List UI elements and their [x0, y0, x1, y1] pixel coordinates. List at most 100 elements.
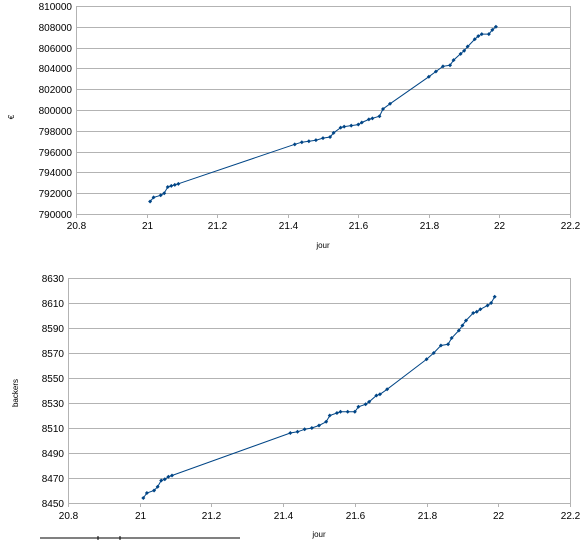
data-point: [166, 474, 171, 479]
data-point: [306, 139, 311, 144]
data-point: [374, 393, 379, 398]
data-point: [492, 294, 497, 299]
data-point: [334, 411, 339, 415]
data-point: [169, 183, 174, 188]
x-tick-label: 21.6: [349, 221, 369, 232]
data-point: [458, 51, 463, 56]
y-tick-label: 796000: [39, 148, 73, 159]
data-point: [370, 116, 375, 121]
data-point: [366, 117, 371, 122]
data-point: [338, 125, 343, 130]
data-point: [438, 343, 443, 348]
x-tick-label: 22: [494, 221, 506, 232]
data-point: [493, 24, 498, 29]
data-point: [356, 404, 361, 409]
data-point: [324, 419, 329, 424]
data-point: [464, 318, 469, 323]
data-point: [169, 473, 174, 478]
data-point: [440, 64, 445, 69]
chart-euros: 790000 792000 794000 796000 798000 800000 8020…: [7, 2, 581, 250]
data-point: [446, 342, 451, 347]
data-point: [462, 48, 467, 53]
data-point: [141, 496, 146, 500]
data-point: [162, 477, 167, 482]
chart-backers: 8450 8470 8490 8510 8530 8550 8570 8590 8610 8630…: [11, 274, 581, 539]
x-tick-label: 21.4: [279, 221, 299, 232]
x-tick-label: 21.2: [202, 511, 222, 522]
x-tick-label: 21: [135, 511, 147, 522]
data-point: [359, 120, 364, 125]
data-point: [472, 37, 477, 42]
data-point: [158, 193, 163, 198]
data-point: [162, 191, 167, 196]
truncated-text-strip: [0, 264, 585, 267]
data-point: [479, 32, 484, 37]
data-point: [313, 138, 318, 143]
data-point: [489, 301, 494, 305]
y-axis-title: €: [7, 114, 16, 119]
data-point: [388, 101, 393, 106]
data-point: [152, 488, 157, 493]
data-point: [155, 484, 160, 489]
data-point: [474, 309, 479, 314]
data-point: [309, 426, 314, 430]
data-point: [345, 409, 350, 414]
data-point: [485, 303, 490, 308]
data-point: [159, 478, 164, 483]
data-point: [433, 69, 438, 74]
data-point: [424, 357, 429, 362]
x-tick-label: 21.2: [208, 221, 228, 232]
data-point: [165, 184, 170, 189]
x-tick-label: 22.2: [561, 221, 581, 232]
data-point: [367, 399, 372, 404]
series-line: [149, 26, 497, 202]
y-axis-title: backers: [11, 379, 20, 407]
data-point: [486, 32, 491, 37]
x-tick-label: 21.8: [420, 221, 440, 232]
y-tick-label: 8570: [42, 349, 65, 360]
data-point: [476, 34, 481, 39]
y-tick-label: 804000: [39, 64, 73, 75]
x-tick-label: 20.8: [59, 511, 79, 522]
data-point: [380, 106, 385, 111]
data-point: [321, 136, 325, 141]
y-tick-label: 790000: [39, 210, 73, 221]
data-point: [460, 323, 465, 328]
y-tick-label: 8510: [42, 424, 65, 435]
data-point: [328, 135, 333, 140]
data-point: [302, 427, 307, 432]
x-tick-label: 20.8: [67, 221, 87, 232]
y-tick-label: 794000: [39, 168, 73, 179]
data-point: [342, 124, 347, 129]
data-point: [451, 58, 456, 63]
data-point: [331, 130, 336, 135]
data-point: [292, 142, 297, 147]
y-tick-label: 8550: [42, 374, 65, 385]
y-tick-label: 798000: [39, 127, 73, 138]
x-tick-label: 21.6: [346, 511, 366, 522]
y-tick-label: 810000: [39, 2, 73, 13]
y-tick-label: 808000: [39, 23, 73, 34]
data-point: [478, 307, 483, 312]
data-point: [471, 311, 476, 315]
x-tick-label: 22.2: [561, 511, 581, 522]
y-tick-label: 8490: [42, 449, 65, 460]
x-tick-label: 21: [142, 221, 154, 232]
data-point: [299, 140, 304, 145]
data-point: [377, 392, 382, 397]
y-tick-label: 8630: [42, 274, 65, 285]
data-point: [338, 409, 343, 414]
data-point: [363, 402, 368, 407]
data-point: [288, 431, 293, 435]
x-tick-label: 22: [493, 511, 505, 522]
data-point: [148, 199, 153, 204]
data-point: [352, 409, 357, 414]
x-axis-title: jour: [315, 241, 330, 250]
y-tick-label: 8450: [42, 499, 65, 510]
data-point: [176, 181, 181, 186]
data-point: [490, 27, 495, 32]
y-tick-label: 806000: [39, 44, 73, 55]
series-line: [142, 296, 496, 499]
data-point: [426, 74, 431, 79]
